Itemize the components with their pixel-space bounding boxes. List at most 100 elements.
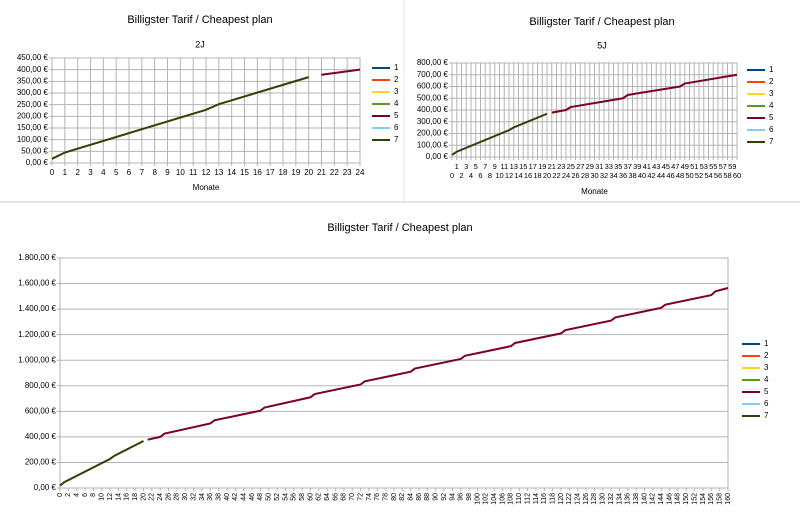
x-tick-label: 120: [558, 493, 565, 505]
x-tick-label: 134: [616, 493, 623, 505]
x-tick-label: 13: [214, 168, 223, 177]
x-tick-label: 14: [115, 493, 122, 501]
y-tick-label: 800,00 €: [417, 58, 449, 67]
x-tick-label: 70: [349, 493, 356, 501]
y-tick-label: 100,00 €: [417, 140, 449, 149]
x-tick-label: 30: [590, 171, 598, 180]
legend-label: 7: [769, 137, 774, 146]
legend-label: 1: [764, 339, 769, 348]
x-tick-label: 104: [491, 493, 498, 505]
legend-label: 6: [394, 123, 399, 132]
x-tick-label: 23: [343, 168, 352, 177]
x-tick-label: 36: [619, 171, 627, 180]
legend-label: 4: [764, 375, 769, 384]
x-tick-label: 6: [82, 493, 89, 497]
y-tick-label: 200,00 €: [417, 129, 449, 138]
legend-label: 5: [769, 113, 774, 122]
x-tick-label: 6: [478, 171, 482, 180]
legend-label: 1: [394, 63, 399, 72]
x-tick-label: 58: [723, 171, 731, 180]
y-tick-label: 300,00 €: [17, 88, 49, 97]
x-tick-label: 22: [552, 171, 560, 180]
x-tick-label: 78: [382, 493, 389, 501]
y-tick-label: 200,00 €: [17, 111, 49, 120]
x-tick-label: 46: [666, 171, 674, 180]
y-tick-label: 100,00 €: [17, 135, 49, 144]
x-tick-label: 128: [591, 493, 598, 505]
x-tick-label: 9: [165, 168, 170, 177]
x-tick-label: 158: [716, 493, 723, 505]
y-tick-label: 1.800,00 €: [18, 253, 56, 262]
x-tick-label: 50: [266, 493, 273, 501]
x-tick-label: 7: [140, 168, 145, 177]
x-tick-label: 60: [307, 493, 314, 501]
x-tick-label: 56: [714, 171, 722, 180]
x-tick-label: 40: [638, 171, 646, 180]
x-tick-label: 10: [176, 168, 185, 177]
x-tick-label: 54: [704, 171, 712, 180]
x-tick-label: 41: [643, 162, 651, 171]
chart-subtitle: 5J: [597, 40, 607, 50]
x-tick-label: 76: [374, 493, 381, 501]
x-tick-label: 31: [595, 162, 603, 171]
x-tick-label: 74: [366, 493, 373, 501]
y-tick-label: 1.000,00 €: [18, 355, 56, 364]
x-tick-label: 27: [576, 162, 584, 171]
y-tick-label: 600,00 €: [25, 406, 57, 415]
x-tick-label: 8: [488, 171, 492, 180]
x-tick-label: 59: [728, 162, 736, 171]
x-tick-label: 19: [291, 168, 300, 177]
legend-label: 5: [764, 387, 769, 396]
chart-subtitle: 2J: [195, 39, 205, 49]
x-tick-label: 62: [316, 493, 323, 501]
x-tick-label: 20: [140, 493, 147, 501]
x-tick-label: 20: [543, 171, 551, 180]
x-tick-label: 34: [199, 493, 206, 501]
x-tick-label: 100: [474, 493, 481, 505]
x-tick-label: 54: [282, 493, 289, 501]
x-tick-label: 42: [647, 171, 655, 180]
x-tick-label: 28: [174, 493, 181, 501]
y-tick-label: 400,00 €: [17, 65, 49, 74]
x-tick-label: 90: [433, 493, 440, 501]
x-tick-label: 37: [624, 162, 632, 171]
x-tick-label: 146: [666, 493, 673, 505]
x-tick-label: 18: [279, 168, 288, 177]
x-tick-label: 1: [455, 162, 459, 171]
x-tick-label: 48: [257, 493, 264, 501]
x-tick-label: 130: [600, 493, 607, 505]
x-tick-label: 55: [709, 162, 717, 171]
x-tick-label: 34: [609, 171, 617, 180]
x-tick-label: 16: [524, 171, 532, 180]
legend-label: 7: [764, 411, 769, 420]
x-tick-label: 0: [50, 168, 55, 177]
series-line: [551, 73, 738, 114]
y-tick-label: 0,00 €: [426, 152, 449, 161]
x-tick-label: 0: [57, 493, 64, 497]
chart-title: Billigster Tarif / Cheapest plan: [529, 16, 674, 28]
x-tick-label: 22: [149, 493, 156, 501]
y-tick-label: 250,00 €: [17, 100, 49, 109]
x-tick-label: 52: [274, 493, 281, 501]
x-tick-label: 35: [614, 162, 622, 171]
x-tick-label: 3: [88, 168, 93, 177]
x-tick-label: 49: [681, 162, 689, 171]
x-tick-label: 154: [700, 493, 707, 505]
x-tick-label: 156: [708, 493, 715, 505]
x-tick-label: 48: [676, 171, 684, 180]
x-tick-label: 0: [450, 171, 454, 180]
x-tick-label: 124: [575, 493, 582, 505]
y-tick-label: 350,00 €: [17, 76, 49, 85]
chart-title: Billigster Tarif / Cheapest plan: [327, 222, 472, 234]
x-tick-label: 16: [124, 493, 131, 501]
y-tick-label: 400,00 €: [417, 105, 449, 114]
series-line: [147, 287, 729, 441]
x-tick-label: 68: [341, 493, 348, 501]
x-tick-label: 26: [165, 493, 172, 501]
legend-label: 3: [764, 363, 769, 372]
x-tick-label: 152: [691, 493, 698, 505]
x-tick-label: 4: [101, 168, 106, 177]
x-tick-label: 22: [330, 168, 339, 177]
x-tick-label: 46: [249, 493, 256, 501]
legend-label: 4: [394, 99, 399, 108]
